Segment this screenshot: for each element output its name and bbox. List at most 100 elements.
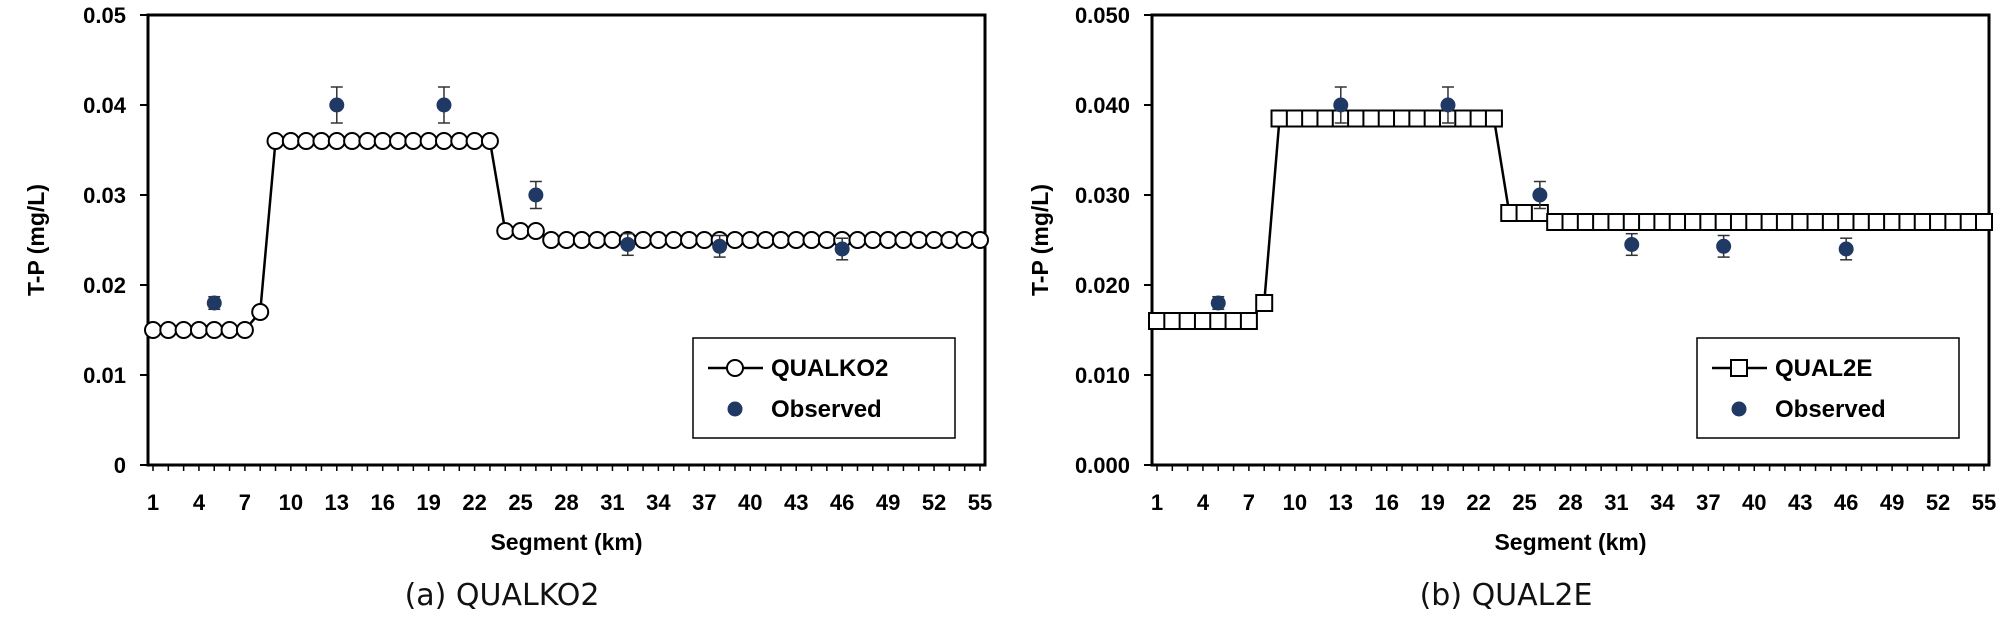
model-point bbox=[1775, 213, 1794, 231]
legend-label-model: QUAL2E bbox=[1775, 355, 1872, 382]
x-tick-label: 43 bbox=[1788, 490, 1812, 515]
y-tick-label: 0.01 bbox=[83, 363, 126, 388]
model-point bbox=[1867, 213, 1886, 231]
y-tick-label: 0.05 bbox=[83, 3, 126, 28]
y-tick-label: 0.02 bbox=[83, 273, 126, 298]
model-point bbox=[511, 222, 530, 240]
observed-point bbox=[1532, 187, 1548, 203]
model-point bbox=[174, 321, 193, 339]
model-point bbox=[404, 132, 423, 150]
model-point bbox=[1239, 312, 1258, 330]
observed-point bbox=[1333, 97, 1349, 113]
model-point bbox=[1561, 213, 1580, 231]
chart-b: 0.000 0.010 0.020 0.030 0.040 0.050 1 4 7 10 13 16 1… bbox=[1027, 3, 1996, 555]
model-point bbox=[1959, 213, 1978, 231]
x-tick-label: 31 bbox=[600, 490, 624, 515]
model-point bbox=[1913, 213, 1932, 231]
model-point bbox=[1806, 213, 1825, 231]
model-point bbox=[879, 231, 898, 249]
model-point bbox=[1500, 204, 1519, 222]
model-point bbox=[771, 231, 790, 249]
model-point bbox=[1178, 312, 1197, 330]
model-point bbox=[358, 132, 377, 150]
x-tick-label: 7 bbox=[1243, 490, 1255, 515]
x-tick-label: 34 bbox=[646, 490, 671, 515]
x-tick-label: 46 bbox=[1834, 490, 1858, 515]
model-point bbox=[1484, 109, 1503, 128]
model-point bbox=[1592, 213, 1611, 231]
x-tick-label: 40 bbox=[1742, 490, 1766, 515]
legend-label-observed: Observed bbox=[771, 396, 882, 423]
model-point bbox=[1699, 213, 1718, 231]
chart-panel-b: 0.000 0.010 0.020 0.030 0.040 0.050 1 4 7 10 13 16 1… bbox=[1004, 0, 2008, 621]
observed-point bbox=[436, 97, 452, 113]
chart-panel-a: 0 0.01 0.02 0.03 0.04 0.05 1 4 7 10 13 16 19 22 25 28 31… bbox=[23, 3, 992, 613]
model-point bbox=[1423, 109, 1442, 128]
x-tick-label: 16 bbox=[370, 490, 394, 515]
model-point bbox=[450, 132, 469, 150]
x-tick-label: 43 bbox=[784, 490, 808, 515]
model-point bbox=[1729, 213, 1748, 231]
model-point bbox=[1607, 213, 1626, 231]
x-tick-label: 34 bbox=[1650, 490, 1675, 515]
observed-point bbox=[1624, 237, 1640, 252]
legend-label-model: QUALKO2 bbox=[771, 355, 888, 382]
observed-point bbox=[1210, 295, 1226, 311]
x-tick-label: 19 bbox=[416, 490, 440, 515]
model-point bbox=[894, 231, 913, 249]
model-point bbox=[1270, 109, 1289, 128]
model-point bbox=[144, 321, 162, 339]
model-point bbox=[1347, 109, 1366, 128]
model-point bbox=[634, 231, 653, 249]
model-point bbox=[756, 231, 775, 249]
model-point bbox=[1668, 213, 1687, 231]
model-point bbox=[557, 231, 576, 249]
model-point bbox=[1377, 109, 1396, 128]
y-axis-label: T-P (mg/L) bbox=[23, 184, 49, 296]
caption-a: (a) QUALKO2 bbox=[404, 578, 600, 613]
model-point bbox=[909, 231, 928, 249]
model-point bbox=[419, 132, 438, 150]
model-point bbox=[480, 132, 499, 150]
x-tick-label: 10 bbox=[279, 490, 303, 515]
y-tick-label: 0.000 bbox=[1075, 453, 1130, 478]
model-point bbox=[1576, 213, 1595, 231]
model-point bbox=[1209, 312, 1228, 330]
x-tick-label: 25 bbox=[1512, 490, 1536, 515]
x-tick-label: 19 bbox=[1420, 490, 1444, 515]
model-point bbox=[1760, 213, 1779, 231]
model-point bbox=[1255, 294, 1274, 312]
model-point bbox=[848, 231, 867, 249]
model-point bbox=[373, 132, 392, 150]
x-axis-label: Segment (km) bbox=[1494, 529, 1646, 555]
legend-marker-observed bbox=[727, 401, 743, 417]
model-point bbox=[434, 132, 453, 150]
chart-a: 0 0.01 0.02 0.03 0.04 0.05 1 4 7 10 13 16 19 22 25 28 31… bbox=[23, 3, 992, 555]
x-tick-label: 49 bbox=[1880, 490, 1904, 515]
model-point bbox=[266, 132, 285, 150]
y-tick-label: 0.03 bbox=[83, 183, 126, 208]
observed-point bbox=[528, 187, 544, 203]
observed-point bbox=[1838, 241, 1854, 257]
model-point bbox=[1285, 109, 1304, 128]
model-point bbox=[1515, 204, 1534, 222]
model-point bbox=[1944, 213, 1963, 231]
legend-box bbox=[1696, 337, 1960, 439]
model-point bbox=[1393, 109, 1412, 128]
model-point bbox=[312, 132, 331, 150]
x-tick-label: 46 bbox=[830, 490, 854, 515]
model-point bbox=[389, 132, 408, 150]
model-point bbox=[1929, 213, 1948, 231]
model-point bbox=[863, 231, 882, 249]
y-tick-label: 0.030 bbox=[1075, 183, 1130, 208]
x-tick-label: 4 bbox=[1197, 490, 1210, 515]
x-tick-label: 4 bbox=[193, 490, 206, 515]
model-point bbox=[205, 321, 224, 339]
legend-box bbox=[692, 337, 956, 439]
y-tick-label: 0 bbox=[114, 453, 126, 478]
model-point bbox=[496, 222, 515, 240]
x-tick-label: 1 bbox=[147, 490, 159, 515]
x-tick-label: 10 bbox=[1283, 490, 1307, 515]
model-point bbox=[1714, 213, 1733, 231]
model-point bbox=[1546, 213, 1565, 231]
